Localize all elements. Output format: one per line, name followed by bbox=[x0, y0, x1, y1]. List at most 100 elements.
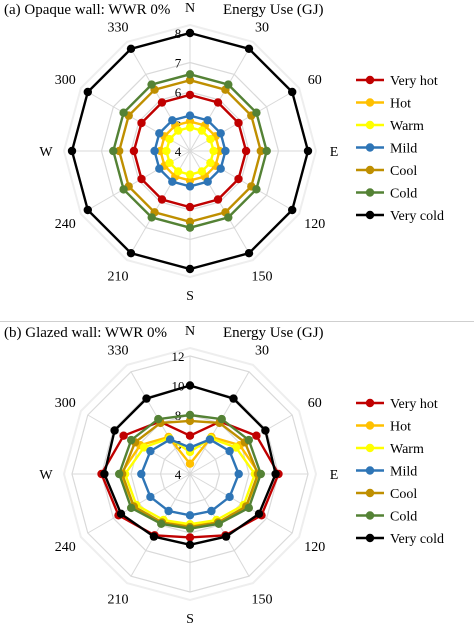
series-very-cold bbox=[67, 28, 313, 274]
data-point bbox=[215, 146, 224, 156]
radial-tick-label: 8 bbox=[175, 26, 182, 41]
data-point bbox=[146, 492, 155, 502]
data-point bbox=[83, 205, 93, 215]
legend-item: Cold bbox=[356, 187, 417, 202]
legend-item: Mild bbox=[356, 465, 417, 480]
data-point bbox=[150, 146, 159, 156]
legend-item: Very hot bbox=[356, 74, 438, 89]
data-point bbox=[185, 511, 195, 520]
category-label: 60 bbox=[308, 396, 322, 411]
radial-tick-label: 6 bbox=[175, 85, 182, 100]
legend-marker bbox=[365, 188, 375, 197]
legend-item: Very cold bbox=[356, 209, 444, 224]
category-label: 210 bbox=[108, 593, 129, 608]
legend-label: Very cold bbox=[390, 532, 444, 547]
category-label: N bbox=[185, 324, 195, 339]
data-point bbox=[137, 118, 146, 128]
data-point bbox=[205, 435, 215, 444]
data-point bbox=[234, 469, 243, 479]
legend-label: Mild bbox=[390, 142, 417, 157]
data-point bbox=[147, 80, 156, 89]
data-point bbox=[271, 469, 280, 479]
data-point bbox=[185, 533, 195, 542]
data-point bbox=[185, 264, 195, 274]
data-point bbox=[256, 146, 265, 156]
category-label: S bbox=[186, 289, 194, 304]
category-label: 150 bbox=[252, 270, 273, 285]
data-point bbox=[252, 108, 261, 117]
data-point bbox=[197, 167, 206, 176]
legend-label: Cool bbox=[390, 164, 417, 179]
data-point bbox=[203, 116, 212, 125]
data-point bbox=[206, 158, 215, 167]
data-point bbox=[197, 126, 206, 135]
legend-marker bbox=[365, 443, 375, 453]
data-point bbox=[168, 177, 177, 186]
category-label: 30 bbox=[255, 20, 269, 35]
legend-marker bbox=[365, 466, 375, 475]
panel-a-title: (a) Opaque wall: WWR 0% bbox=[4, 2, 171, 18]
category-label: 300 bbox=[55, 73, 76, 88]
data-point bbox=[155, 164, 164, 173]
data-point bbox=[224, 213, 233, 222]
legend-item: Warm bbox=[356, 119, 424, 134]
data-point bbox=[303, 146, 313, 156]
category-label: 330 bbox=[108, 343, 129, 358]
legend-label: Hot bbox=[390, 420, 411, 435]
legend-marker bbox=[365, 511, 375, 520]
legend-item: Hot bbox=[356, 420, 411, 435]
radial-tick-label: 5 bbox=[175, 115, 182, 130]
panel-a-ylabel: Energy Use (GJ) bbox=[223, 2, 324, 18]
data-point bbox=[231, 443, 241, 452]
data-point bbox=[185, 202, 195, 212]
data-point bbox=[234, 118, 243, 128]
data-point bbox=[221, 532, 231, 541]
series-cool bbox=[115, 76, 265, 226]
series-very-hot bbox=[129, 90, 251, 212]
data-point bbox=[156, 146, 165, 156]
legend-marker bbox=[365, 421, 375, 430]
legend-item: Mild bbox=[356, 142, 417, 157]
data-point bbox=[119, 108, 128, 117]
data-point bbox=[126, 44, 136, 53]
data-point bbox=[229, 394, 238, 403]
data-point bbox=[221, 146, 230, 156]
data-point bbox=[139, 443, 149, 452]
legend-marker bbox=[365, 533, 375, 543]
data-point bbox=[115, 146, 124, 156]
data-point bbox=[254, 509, 264, 518]
data-point bbox=[252, 185, 261, 194]
data-point bbox=[288, 87, 297, 97]
legend-label: Cold bbox=[390, 510, 417, 525]
data-point bbox=[157, 195, 167, 204]
legend-marker bbox=[365, 143, 375, 152]
data-point bbox=[185, 176, 195, 185]
legend-item: Very hot bbox=[356, 397, 438, 412]
series-warm bbox=[162, 123, 218, 179]
category-label: 150 bbox=[252, 593, 273, 608]
data-point bbox=[115, 469, 124, 479]
radial-tick-label: 4 bbox=[175, 144, 182, 159]
data-point bbox=[137, 174, 146, 184]
data-point bbox=[185, 70, 195, 79]
panel-b: 4 6 8 10 12 N 30 60 E 120 150 S 210 240 W 300 330 Very ho… bbox=[0, 323, 474, 643]
data-point bbox=[185, 123, 195, 132]
data-point bbox=[185, 28, 195, 38]
data-point bbox=[126, 249, 136, 258]
radial-tick-label: 4 bbox=[175, 467, 182, 482]
outer-ring bbox=[62, 346, 318, 602]
legend-item: Warm bbox=[356, 442, 424, 457]
legend-label: Warm bbox=[390, 442, 424, 457]
data-point bbox=[213, 195, 223, 204]
category-label: 240 bbox=[55, 217, 76, 232]
data-point bbox=[157, 98, 167, 107]
data-point bbox=[109, 146, 118, 156]
category-label: 300 bbox=[55, 396, 76, 411]
data-point bbox=[110, 426, 119, 435]
legend-label: Cool bbox=[390, 487, 417, 502]
legend-marker bbox=[365, 120, 375, 130]
data-point bbox=[162, 146, 171, 156]
data-point bbox=[185, 182, 195, 191]
